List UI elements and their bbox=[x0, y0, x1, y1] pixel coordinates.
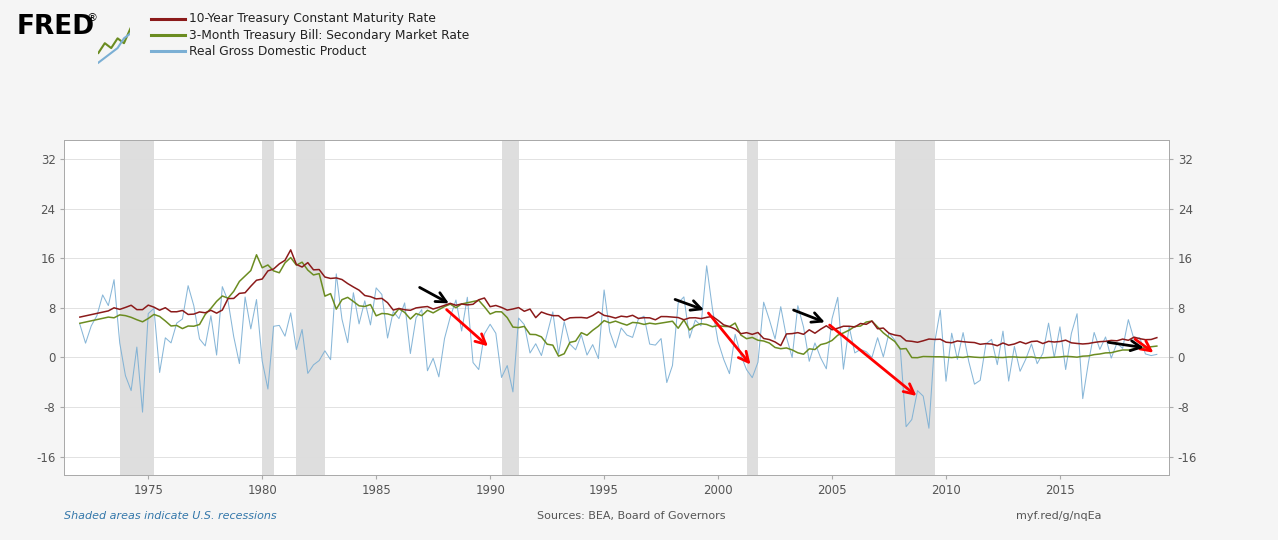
Text: myf.red/g/nqEa: myf.red/g/nqEa bbox=[1016, 511, 1102, 521]
Text: 10-Year Treasury Constant Maturity Rate: 10-Year Treasury Constant Maturity Rate bbox=[189, 12, 436, 25]
Bar bbox=[895, 140, 934, 475]
Bar bbox=[120, 140, 153, 475]
Text: Real Gross Domestic Product: Real Gross Domestic Product bbox=[189, 45, 367, 58]
Text: Sources: BEA, Board of Governors: Sources: BEA, Board of Governors bbox=[537, 511, 725, 521]
Bar bbox=[296, 140, 325, 475]
Text: Shaded areas indicate U.S. recessions: Shaded areas indicate U.S. recessions bbox=[64, 511, 276, 521]
Bar bbox=[501, 140, 519, 475]
Text: 3-Month Treasury Bill: Secondary Market Rate: 3-Month Treasury Bill: Secondary Market … bbox=[189, 29, 469, 42]
Text: FRED: FRED bbox=[17, 14, 95, 39]
Bar bbox=[262, 140, 273, 475]
Text: ®: ® bbox=[87, 14, 98, 24]
Bar bbox=[746, 140, 758, 475]
